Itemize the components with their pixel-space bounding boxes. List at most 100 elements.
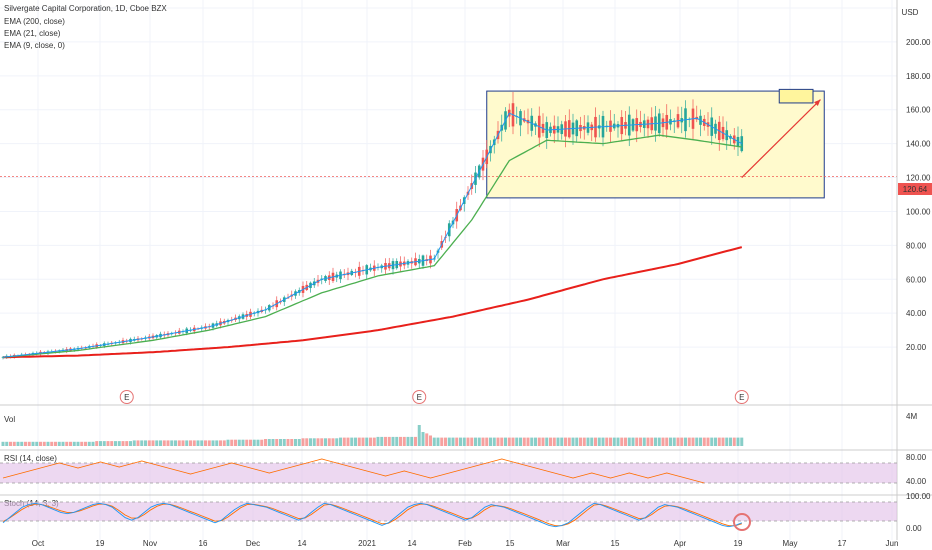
volume-bar (714, 437, 717, 446)
volume-bar (579, 437, 582, 446)
volume-bar (114, 441, 117, 446)
volume-bar (537, 437, 541, 446)
volume-bar (69, 441, 72, 446)
volume-bar (50, 441, 54, 446)
rsi-axis-tick-80: 80.00 (906, 453, 927, 462)
volume-bar (129, 441, 132, 446)
volume-bar (301, 438, 305, 446)
volume-bar (717, 437, 721, 446)
volume-bar (316, 438, 320, 446)
volume-bar (477, 437, 481, 446)
volume-bar (669, 437, 672, 446)
volume-bar (672, 437, 676, 446)
ema-21-line (2, 134, 742, 358)
volume-bar (556, 437, 560, 446)
x-tick-label: 2021 (358, 539, 376, 548)
volume-bar (519, 437, 522, 446)
indicator-ema21-label[interactable]: EMA (21, close) (4, 29, 61, 38)
volume-bar (87, 441, 91, 446)
volume-bar (594, 437, 597, 446)
volume-bar (492, 437, 496, 446)
volume-bar (200, 440, 204, 446)
last-price-tag: 120.64 (898, 183, 932, 195)
x-tick-label: Nov (143, 539, 157, 548)
currency-label[interactable]: USD (902, 8, 919, 17)
volume-bar (211, 440, 215, 446)
volume-bar (327, 438, 331, 446)
stoch-d-line (2, 503, 742, 527)
symbol-title[interactable]: Silvergate Capital Corporation, 1D, Cboe… (4, 4, 167, 13)
volume-bar (166, 440, 170, 446)
volume-label[interactable]: Vol (4, 415, 15, 424)
volume-bar (76, 441, 80, 446)
volume-bar (144, 440, 147, 446)
volume-bar (207, 440, 211, 446)
x-tick-label: Apr (674, 539, 687, 548)
volume-bar (309, 438, 312, 446)
x-tick-label: May (782, 539, 797, 548)
earnings-marker-circle (412, 390, 427, 404)
indicator-ema200-label[interactable]: EMA (200, close) (4, 17, 65, 26)
time-axis[interactable]: Oct 19 Nov 16 Dec 14 2021 14 Feb 15 Mar 15 Apr 19 May 1… (32, 539, 899, 548)
volume-bar (279, 439, 282, 446)
volume-bar (9, 441, 12, 446)
y-tick-label: 20.00 (906, 343, 927, 352)
volume-bar (470, 437, 474, 446)
volume-bar (230, 439, 234, 446)
volume-bar (215, 440, 219, 446)
volume-bar (84, 441, 87, 446)
indicator-ema9-label[interactable]: EMA (9, close, 0) (4, 41, 65, 50)
x-tick-label: Oct (32, 539, 45, 548)
volume-bar (609, 437, 612, 446)
volume-bar (654, 437, 657, 446)
volume-bar (549, 437, 552, 446)
volume-bar (612, 437, 616, 446)
volume-bar (474, 437, 477, 446)
volume-bar (616, 437, 620, 446)
volume-bar (372, 437, 376, 446)
volume-bar (249, 439, 252, 446)
volume-bar (271, 439, 275, 446)
volume-bar (80, 441, 84, 446)
volume-bar (192, 440, 196, 446)
volume-bar (267, 439, 271, 446)
volume-bar (181, 440, 185, 446)
projection-arrow[interactable] (741, 99, 821, 178)
volume-bar (657, 437, 661, 446)
volume-bar (590, 437, 594, 446)
volume-bar (20, 441, 24, 446)
volume-bar (140, 440, 144, 446)
y-tick-label: 60.00 (906, 275, 927, 284)
volume-bar (95, 441, 99, 446)
volume-bar (16, 441, 20, 446)
volume-bars (1, 425, 744, 446)
volume-bar (440, 437, 444, 446)
price-axis[interactable]: 200.00 180.00 160.00 140.00 120.00 100.00 80.0… (906, 38, 931, 352)
volume-bar (162, 440, 166, 446)
volume-bar (466, 437, 470, 446)
target-box[interactable] (778, 88, 814, 104)
volume-bar (564, 437, 567, 446)
volume-bar (684, 437, 687, 446)
volume-bar (646, 437, 650, 446)
x-tick-label: 14 (298, 539, 307, 548)
volume-bar (729, 437, 732, 446)
volume-bar (286, 439, 290, 446)
stoch-highlight-circle[interactable] (733, 513, 751, 531)
volume-bar (260, 439, 264, 446)
x-tick-label: 19 (734, 539, 743, 548)
volume-bar (552, 437, 556, 446)
volume-bar (24, 441, 27, 446)
rsi-label[interactable]: RSI (14, close) (4, 454, 57, 463)
volume-bar (357, 437, 361, 446)
volume-bar (125, 441, 129, 446)
volume-bar (305, 438, 309, 446)
volume-bar (39, 441, 42, 446)
volume-bar (350, 437, 354, 446)
y-tick-label: 160.00 (906, 106, 931, 115)
volume-bar (489, 437, 492, 446)
volume-bar (526, 437, 530, 446)
volume-bar (275, 439, 279, 446)
